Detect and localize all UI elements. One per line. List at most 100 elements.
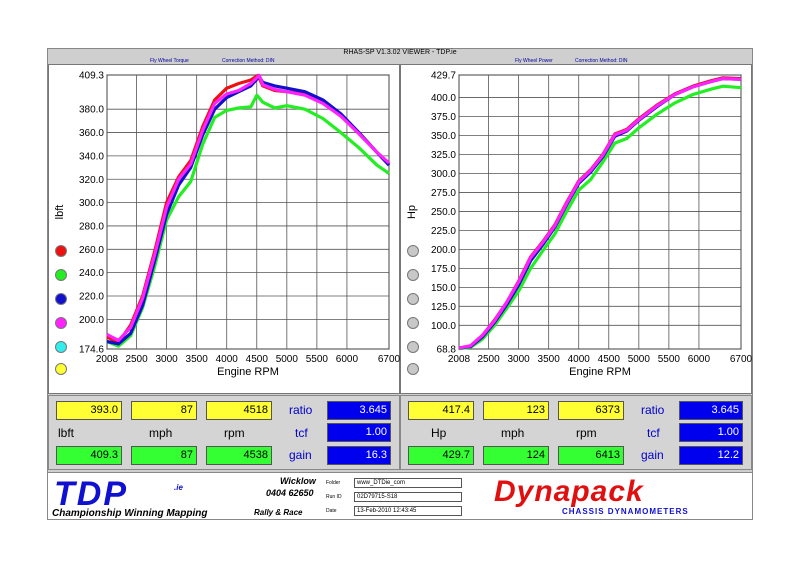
tcf-label: tcf bbox=[295, 426, 308, 440]
x-tick-label: 6700 bbox=[378, 354, 401, 365]
gain-label: gain bbox=[289, 448, 312, 462]
y-tick-label: 320.0 bbox=[79, 175, 104, 186]
tcf-value: 1.00 bbox=[327, 423, 391, 442]
y-tick-label: 175.0 bbox=[431, 264, 456, 275]
x-tick-label: 4500 bbox=[246, 354, 269, 365]
max-power-rpm: 6413 bbox=[558, 446, 624, 465]
x-tick-label: 2008 bbox=[96, 354, 119, 365]
series-green-bullet[interactable] bbox=[55, 269, 67, 281]
y-tick-label: 100.0 bbox=[431, 321, 456, 332]
x-tick-label: 3000 bbox=[507, 354, 530, 365]
folder-value: www_DTDie_com bbox=[354, 478, 462, 488]
rpm-label: rpm bbox=[224, 426, 245, 440]
date-value: 13-Feb-2010 12:43:45 bbox=[354, 506, 462, 516]
y-tick-label: 409.3 bbox=[79, 71, 104, 82]
peak-power-mph: 123 bbox=[483, 401, 549, 420]
tcf-label: tcf bbox=[647, 426, 660, 440]
x-tick-label: 5500 bbox=[658, 354, 681, 365]
tdp-logo-suffix: .ie bbox=[174, 483, 183, 492]
power-chart: 429.7 400.0 375.0 350.0 325.0 300.0 275.0 250.0… bbox=[406, 71, 753, 379]
y-tick-label: 200.0 bbox=[79, 315, 104, 326]
dynapack-logo: Dynapack bbox=[494, 475, 644, 508]
gain-value: 16.3 bbox=[327, 446, 391, 465]
y-tick-label: 250.0 bbox=[431, 207, 456, 218]
y-tick-label: 200.0 bbox=[431, 245, 456, 256]
rpm-label: rpm bbox=[576, 426, 597, 440]
y-tick-label: 350.0 bbox=[431, 131, 456, 142]
run-id-value: 02D79715-S18 bbox=[354, 492, 462, 502]
max-power-value: 429.7 bbox=[408, 446, 474, 465]
tagline: Championship Winning Mapping bbox=[52, 508, 208, 519]
x-tick-label: 2008 bbox=[448, 354, 471, 365]
window-title: RHAS-SP V1.3.02 VIEWER - TDP.ie bbox=[343, 49, 457, 56]
series-line-green bbox=[458, 84, 742, 351]
x-tick-label: 4000 bbox=[216, 354, 239, 365]
x-tick-label: 2500 bbox=[125, 354, 148, 365]
folder-label: Folder bbox=[326, 480, 341, 486]
gain-label: gain bbox=[641, 448, 664, 462]
y-tick-label: 340.0 bbox=[79, 151, 104, 162]
mph-label: mph bbox=[501, 426, 525, 440]
series-cyan-bullet[interactable] bbox=[55, 341, 67, 353]
series-red-bullet[interactable] bbox=[55, 245, 67, 257]
max-power-mph: 124 bbox=[483, 446, 549, 465]
series-2-bullet[interactable] bbox=[407, 269, 419, 281]
right-subtitle-b: Correction Method: DIN bbox=[575, 58, 628, 64]
torque-chart: 409.3 380.0 360.0 340.0 320.0 300.0 280.0 260.0… bbox=[54, 71, 401, 379]
x-axis-title: Engine RPM bbox=[217, 366, 279, 378]
torque-chart-panel: 409.3 380.0 360.0 340.0 320.0 300.0 280.0 260.0… bbox=[48, 64, 401, 394]
tdp-logo: TDP bbox=[54, 475, 128, 513]
x-tick-label: 3500 bbox=[186, 354, 209, 365]
x-tick-label: 5000 bbox=[628, 354, 651, 365]
y-tick-label: 240.0 bbox=[79, 268, 104, 279]
ratio-value: 3.645 bbox=[327, 401, 391, 420]
series-5-bullet[interactable] bbox=[407, 341, 419, 353]
rally-race-text: Rally & Race bbox=[254, 508, 303, 517]
x-axis-title: Engine RPM bbox=[569, 366, 631, 378]
max-torque-mph: 87 bbox=[131, 446, 197, 465]
unit-label: lbft bbox=[58, 426, 75, 440]
x-tick-label: 6000 bbox=[688, 354, 711, 365]
max-torque-rpm: 4538 bbox=[206, 446, 272, 465]
x-tick-label: 4000 bbox=[568, 354, 591, 365]
series-magenta-bullet[interactable] bbox=[55, 317, 67, 329]
series-4-bullet[interactable] bbox=[407, 317, 419, 329]
series-1-bullet[interactable] bbox=[407, 245, 419, 257]
series-blue-bullet[interactable] bbox=[55, 293, 67, 305]
y-tick-label: 380.0 bbox=[79, 105, 104, 116]
tcf-value: 1.00 bbox=[679, 423, 743, 442]
series-yellow-bullet[interactable] bbox=[55, 363, 67, 375]
date-label: Date bbox=[326, 508, 337, 514]
peak-power-value: 417.4 bbox=[408, 401, 474, 420]
plot-area bbox=[106, 74, 390, 350]
peak-torque-rpm: 4518 bbox=[206, 401, 272, 420]
ratio-value: 3.645 bbox=[679, 401, 743, 420]
y-tick-label: 125.0 bbox=[431, 302, 456, 313]
series-3-bullet[interactable] bbox=[407, 293, 419, 305]
peak-torque-mph: 87 bbox=[131, 401, 197, 420]
series-6-bullet[interactable] bbox=[407, 363, 419, 375]
gain-value: 12.2 bbox=[679, 446, 743, 465]
right-subtitle-a: Fly Wheel Power bbox=[515, 58, 553, 64]
phone-text: 0404 62650 bbox=[266, 488, 314, 498]
mph-label: mph bbox=[149, 426, 173, 440]
y-tick-label: 429.7 bbox=[431, 71, 456, 82]
series-line-magenta bbox=[458, 77, 742, 350]
y-axis-title: Hp bbox=[406, 205, 418, 219]
y-tick-label: 220.0 bbox=[79, 291, 104, 302]
dynapack-subtitle: CHASSIS DYNAMOMETERS bbox=[562, 507, 689, 516]
footer-banner: TDP .ie Championship Winning Mapping Ral… bbox=[47, 472, 753, 520]
y-tick-label: 260.0 bbox=[79, 245, 104, 256]
location-text: Wicklow bbox=[280, 476, 316, 486]
ratio-label: ratio bbox=[289, 403, 313, 417]
y-tick-label: 68.8 bbox=[437, 345, 457, 356]
x-tick-label: 6700 bbox=[730, 354, 753, 365]
y-axis-title: lbft bbox=[54, 205, 66, 220]
peak-torque-value: 393.0 bbox=[56, 401, 122, 420]
left-subtitle-b: Correction Method: DIN bbox=[222, 58, 275, 64]
series-line-magenta bbox=[106, 73, 391, 342]
x-tick-label: 4500 bbox=[598, 354, 621, 365]
y-tick-label: 280.0 bbox=[79, 221, 104, 232]
y-tick-label: 225.0 bbox=[431, 226, 456, 237]
x-tick-label: 5500 bbox=[306, 354, 329, 365]
